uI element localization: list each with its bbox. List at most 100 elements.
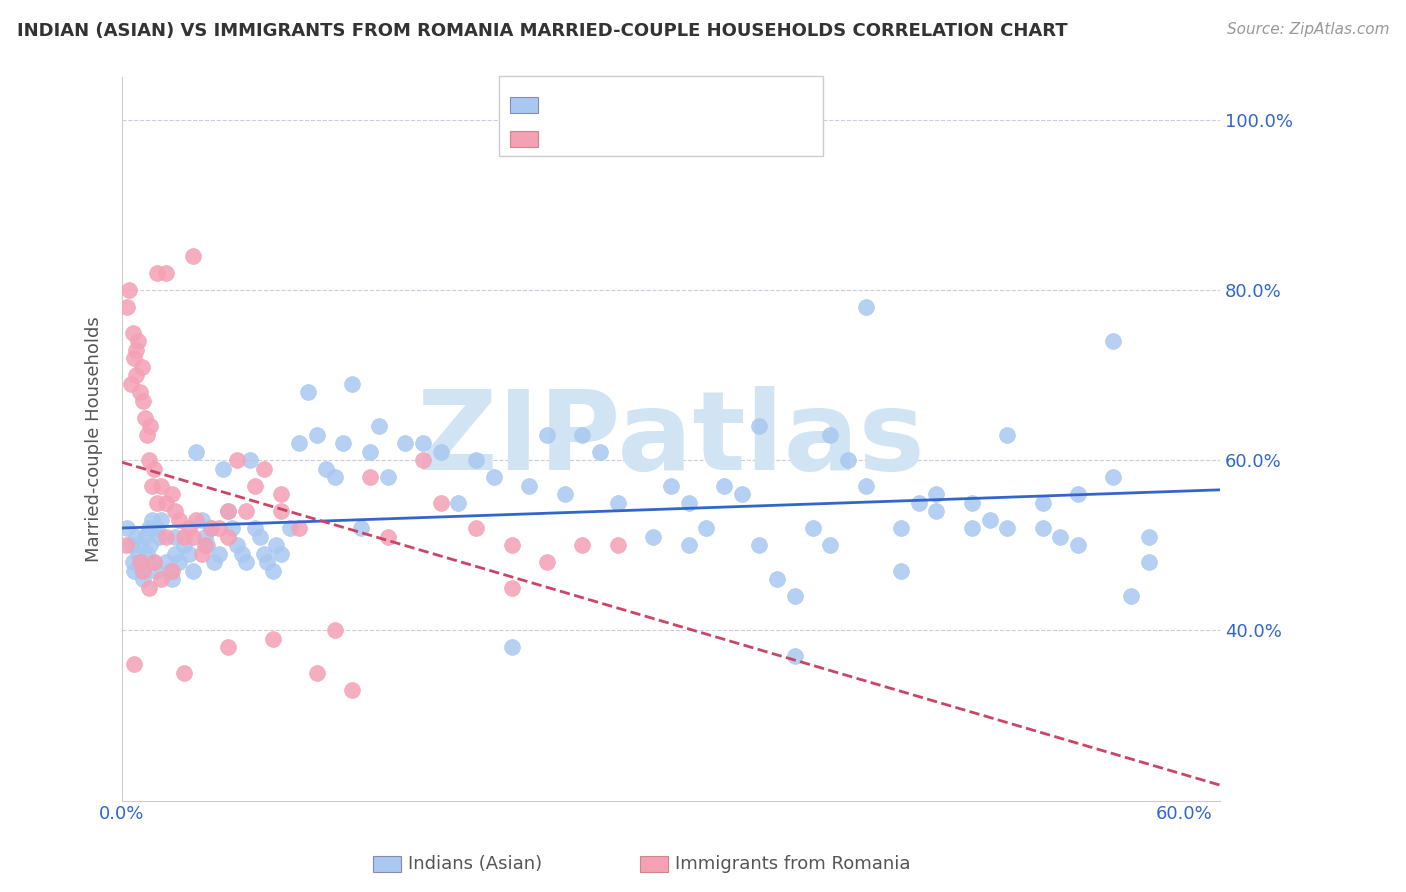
Point [288, 436, 311, 450]
Point [731, 487, 754, 501]
Point [159, 564, 181, 578]
Text: ZIPatlas: ZIPatlas [418, 385, 925, 492]
Point [181, 530, 204, 544]
Point [238, 453, 260, 467]
Point [837, 453, 859, 467]
Point [278, 521, 301, 535]
Point [226, 538, 249, 552]
Point [165, 530, 187, 544]
Point [231, 547, 253, 561]
Point [135, 427, 157, 442]
Point [128, 538, 150, 552]
Point [367, 419, 389, 434]
Point [150, 479, 173, 493]
Point [766, 573, 789, 587]
Point [202, 555, 225, 569]
Point [160, 487, 183, 501]
Point [138, 453, 160, 467]
Point [179, 547, 201, 561]
Point [179, 521, 201, 535]
Point [447, 496, 470, 510]
Point [208, 547, 231, 561]
Point [135, 547, 157, 561]
Point [359, 470, 381, 484]
Point [217, 530, 239, 544]
Point [783, 648, 806, 663]
Point [264, 538, 287, 552]
Point [606, 496, 628, 510]
Point [146, 521, 169, 535]
Point [713, 479, 735, 493]
Point [128, 385, 150, 400]
Point [173, 665, 195, 680]
Point [394, 436, 416, 450]
Point [114, 538, 136, 552]
Point [200, 521, 222, 535]
Point [925, 504, 948, 518]
Point [181, 249, 204, 263]
Point [678, 538, 700, 552]
Point [818, 427, 841, 442]
Point [1121, 590, 1143, 604]
Point [165, 547, 187, 561]
Point [925, 487, 948, 501]
Point [167, 513, 190, 527]
Point [120, 538, 142, 552]
Point [377, 530, 399, 544]
Point [190, 513, 212, 527]
Point [482, 470, 505, 484]
Point [1049, 530, 1071, 544]
Point [165, 504, 187, 518]
Point [253, 462, 276, 476]
Point [256, 555, 278, 569]
Point [155, 266, 177, 280]
Point [212, 462, 235, 476]
Point [305, 665, 328, 680]
Point [643, 530, 665, 544]
Point [855, 300, 877, 314]
Point [270, 547, 292, 561]
Point [138, 581, 160, 595]
Point [148, 530, 170, 544]
Point [1137, 530, 1160, 544]
Point [124, 564, 146, 578]
Point [127, 547, 149, 561]
Point [173, 538, 195, 552]
Point [145, 564, 167, 578]
Point [139, 538, 162, 552]
Text: N =: N = [648, 131, 700, 149]
Text: N =: N = [648, 95, 700, 113]
Text: 0.035: 0.035 [592, 131, 648, 149]
Point [134, 530, 156, 544]
Point [167, 555, 190, 569]
Point [342, 683, 364, 698]
Point [1067, 487, 1090, 501]
Point [155, 496, 177, 510]
Point [262, 564, 284, 578]
Point [960, 521, 983, 535]
Point [659, 479, 682, 493]
Point [125, 343, 148, 357]
Point [150, 513, 173, 527]
Point [160, 573, 183, 587]
Point [960, 496, 983, 510]
Point [132, 573, 155, 587]
Point [121, 555, 143, 569]
Point [818, 538, 841, 552]
Point [155, 555, 177, 569]
Point [181, 564, 204, 578]
Point [138, 521, 160, 535]
Point [536, 555, 558, 569]
Point [1102, 334, 1125, 348]
Point [1102, 470, 1125, 484]
Point [150, 573, 173, 587]
Text: R =: R = [547, 131, 586, 149]
Point [1137, 555, 1160, 569]
Point [332, 436, 354, 450]
Point [142, 555, 165, 569]
Point [323, 624, 346, 638]
Point [142, 555, 165, 569]
Point [186, 513, 208, 527]
Point [132, 393, 155, 408]
Point [243, 521, 266, 535]
